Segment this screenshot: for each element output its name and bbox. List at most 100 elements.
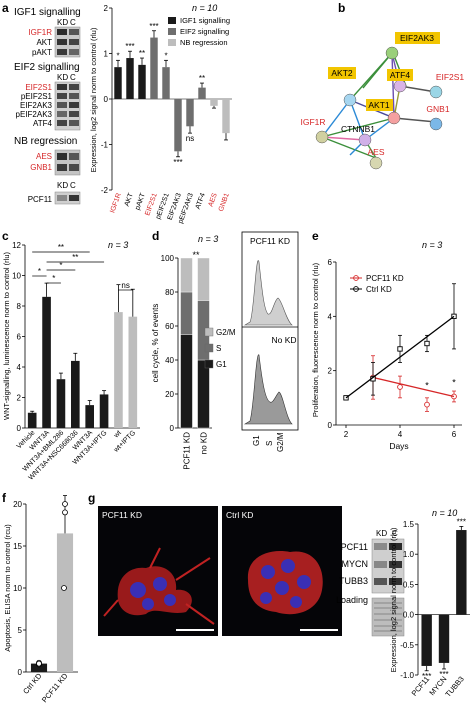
blot-band bbox=[57, 84, 67, 90]
chart-panel-a: 2 1 0 -1 -2 Expression, log2 signal norm to c… bbox=[89, 3, 232, 225]
y-tick-label: 6 bbox=[17, 333, 22, 342]
flow-label-pcf11kd: PCF11 KD bbox=[250, 236, 290, 246]
blot-c-label: C bbox=[70, 73, 76, 82]
trend-line bbox=[372, 376, 455, 398]
network-label-ctnnb1: CTNNB1 bbox=[341, 124, 375, 134]
bar bbox=[27, 412, 37, 428]
bar bbox=[222, 99, 230, 134]
bar bbox=[421, 614, 432, 666]
y-tick-label: 5 bbox=[18, 626, 23, 635]
y-tick-label: 0 bbox=[328, 421, 333, 430]
bar bbox=[174, 99, 182, 152]
blot-band bbox=[69, 120, 79, 126]
n-label: n = 3 bbox=[108, 240, 128, 250]
comparison-label: ** bbox=[58, 243, 64, 252]
blot-band bbox=[57, 111, 67, 117]
x-tick-label: ATF4 bbox=[195, 192, 207, 210]
x-tick-label: pAKT bbox=[134, 192, 147, 212]
blot-eif2-group: EIF2 signalling KD C EIF2S1 pEIF2S1 EIF2… bbox=[14, 62, 81, 131]
y-tick-label: 1 bbox=[104, 50, 109, 59]
blot-nb-group: NB regression AES GNB1 bbox=[14, 136, 81, 176]
cell-process bbox=[103, 547, 215, 625]
legend-swatch bbox=[168, 17, 176, 24]
y-tick-label: 0 bbox=[104, 95, 109, 104]
y-tick-label: 20 bbox=[165, 390, 174, 399]
flow-tick-g1: G1 bbox=[252, 435, 261, 446]
y-tick-label: 60 bbox=[165, 322, 174, 331]
blot-band bbox=[69, 164, 79, 171]
comparison-label: * bbox=[38, 267, 41, 276]
y-tick-label: -0.5 bbox=[400, 641, 414, 650]
panel-letter-e: e bbox=[312, 229, 319, 243]
blot-label-akt: AKT bbox=[36, 38, 52, 47]
network-label-eif2s1: EIF2S1 bbox=[436, 72, 465, 82]
data-point bbox=[397, 346, 403, 352]
y-tick-label: 80 bbox=[165, 288, 174, 297]
network-node-akt1 bbox=[387, 111, 401, 125]
blot-band bbox=[57, 120, 67, 126]
network-edge bbox=[391, 52, 395, 119]
network-node-eif2s1 bbox=[429, 85, 443, 99]
significance-label: *** bbox=[125, 42, 134, 51]
stacked-bar-segment bbox=[197, 359, 210, 429]
bar bbox=[150, 37, 158, 99]
bar bbox=[456, 530, 467, 615]
x-tick-label: IGF1R bbox=[109, 192, 123, 214]
network-label-atf4: ATF4 bbox=[390, 70, 410, 80]
bar bbox=[71, 360, 80, 428]
x-tick-label: PCF11 KD bbox=[183, 432, 192, 470]
cell-nucleus bbox=[297, 575, 311, 589]
y-axis-label: WNT-signalling, luminescence norm to con… bbox=[2, 252, 11, 420]
x-tick-label: PCF11 KD bbox=[40, 671, 70, 704]
y-tick-label: 2 bbox=[328, 367, 333, 376]
significance-label: *** bbox=[149, 22, 158, 31]
data-point bbox=[36, 660, 42, 667]
y-tick-label: 1.0 bbox=[403, 550, 415, 559]
y-tick-label: 10 bbox=[13, 584, 22, 593]
bar bbox=[162, 67, 170, 99]
y-tick-label: -1 bbox=[101, 141, 109, 150]
micrograph-label-ctrlkd: Ctrl KD bbox=[226, 510, 253, 520]
blot-band bbox=[69, 84, 79, 90]
cell-nucleus bbox=[130, 582, 146, 598]
legend-label: PCF11 KD bbox=[366, 274, 404, 283]
significance-label: ** bbox=[199, 74, 205, 83]
trend-line bbox=[345, 315, 455, 399]
n-label: n = 3 bbox=[198, 234, 218, 244]
blot-nb-title: NB regression bbox=[14, 136, 77, 147]
blot-band bbox=[374, 561, 387, 568]
blot-band bbox=[374, 543, 387, 550]
blot-label-peif2s1: pEIF2S1 bbox=[21, 92, 53, 101]
blot-band bbox=[69, 29, 79, 35]
bar bbox=[138, 64, 146, 99]
data-point bbox=[424, 340, 430, 347]
y-tick-label: 20 bbox=[13, 500, 22, 509]
blot-g-loading-gel bbox=[371, 597, 405, 637]
flow-frame bbox=[241, 231, 299, 431]
data-point bbox=[61, 585, 67, 591]
network-edge bbox=[349, 99, 366, 141]
cell-nucleus bbox=[275, 581, 289, 595]
cell-nucleus bbox=[281, 559, 295, 573]
loading-gel-lines bbox=[374, 602, 402, 632]
micrograph-label-pcf11kd: PCF11 KD bbox=[102, 510, 142, 520]
blot-band bbox=[69, 153, 79, 160]
network-node-ctnnb1 bbox=[358, 133, 372, 147]
flow-histograms: PCF11 KD No KD G1 S G2/M bbox=[241, 231, 299, 452]
blot-band bbox=[57, 93, 67, 99]
blot-band bbox=[57, 164, 67, 171]
blot-g-label-pcf11: PCF11 bbox=[341, 542, 368, 552]
n-label: n = 10 bbox=[432, 508, 457, 518]
network-edge bbox=[321, 99, 351, 138]
legend-label: S bbox=[216, 344, 221, 353]
blot-c-label: C bbox=[70, 18, 76, 27]
network-label-akt1: AKT1 bbox=[368, 100, 390, 110]
significance-label: *** bbox=[422, 672, 431, 681]
chart-panel-f: f 0 5 10 15 20 Apoptosis, ELISA norm to contro… bbox=[2, 491, 78, 704]
chart-panel-e: e 0 2 4 6 2 4 6 Days Proliferation, fluorescence … bbox=[311, 229, 462, 451]
comparison-label: * bbox=[52, 274, 55, 283]
legend-label: IGF1 signalling bbox=[180, 16, 230, 25]
y-tick-label: 0.0 bbox=[403, 611, 415, 620]
legend-label: G1 bbox=[216, 360, 227, 369]
